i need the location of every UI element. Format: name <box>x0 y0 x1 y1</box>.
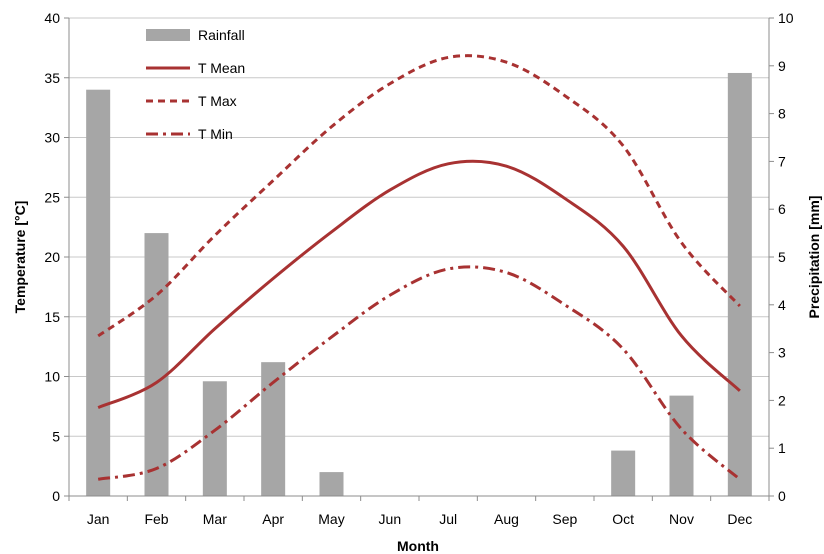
legend-label-rainfall: Rainfall <box>198 27 245 43</box>
y-right-tick-label: 8 <box>778 106 786 122</box>
y-left-tick-label: 40 <box>44 10 60 26</box>
y-axis-left-title: Temperature [°C] <box>12 201 28 314</box>
rainfall-bar <box>261 362 286 496</box>
y-right-tick-label: 5 <box>778 249 786 265</box>
gridlines <box>69 17 769 437</box>
y-axis-right-title: Precipitation [mm] <box>806 196 822 319</box>
legend: Rainfall T Mean T Max T Min <box>146 27 245 142</box>
rainfall-bar <box>319 472 344 496</box>
x-tick-label: Feb <box>144 511 168 527</box>
rainfall-bar <box>202 381 227 496</box>
x-tick-label: May <box>318 511 344 527</box>
x-axis-title: Month <box>397 538 439 554</box>
y-left-tick-label: 10 <box>44 369 60 385</box>
x-tick-label: Jul <box>439 511 457 527</box>
x-tick-label: Jun <box>379 511 402 527</box>
y-right-tick-label: 9 <box>778 58 786 74</box>
rainfall-bar <box>144 233 169 496</box>
legend-label-t-max: T Max <box>198 93 237 109</box>
y-left-tick-label: 5 <box>52 428 60 444</box>
x-tick-label: Dec <box>727 511 752 527</box>
x-tick-label: Jan <box>87 511 110 527</box>
temperature-lines <box>97 54 741 481</box>
y-right-tick-label: 3 <box>778 345 786 361</box>
rainfall-bar <box>727 72 752 496</box>
y-right-tick-label: 2 <box>778 392 786 408</box>
y-left-tick-label: 35 <box>44 70 60 86</box>
t-max-line <box>97 54 741 338</box>
y-left-tick-label: 30 <box>44 130 60 146</box>
x-tick-label: Oct <box>612 511 634 527</box>
x-tick-label: Mar <box>203 511 227 527</box>
y-right-tick-label: 10 <box>778 10 794 26</box>
y-left-tick-label: 0 <box>52 488 60 504</box>
rainfall-bar <box>86 89 111 496</box>
y-left-tick-label: 15 <box>44 309 60 325</box>
y-right-tick-label: 7 <box>778 153 786 169</box>
legend-label-t-min: T Min <box>198 126 233 142</box>
axes: 0 5 10 15 20 25 30 35 40 0 1 2 3 4 5 6 7 8 9 10 Jan Feb Mar Apr… <box>44 10 793 527</box>
x-tick-label: Apr <box>262 511 284 527</box>
x-tick-label: Aug <box>494 511 519 527</box>
y-right-tick-label: 6 <box>778 201 786 217</box>
rainfall-bars <box>86 72 752 496</box>
t-mean-line <box>97 159 741 409</box>
y-left-tick-label: 25 <box>44 189 60 205</box>
y-right-tick-label: 0 <box>778 488 786 504</box>
t-min-line <box>97 265 741 481</box>
rainfall-bar <box>669 395 694 496</box>
x-tick-label: Sep <box>552 511 577 527</box>
legend-label-t-mean: T Mean <box>198 60 245 76</box>
rainfall-bar <box>611 450 636 496</box>
y-right-tick-label: 1 <box>778 440 786 456</box>
legend-swatch-rainfall <box>146 29 190 41</box>
y-left-tick-label: 20 <box>44 249 60 265</box>
x-tick-label: Nov <box>669 511 694 527</box>
y-right-tick-label: 4 <box>778 297 786 313</box>
